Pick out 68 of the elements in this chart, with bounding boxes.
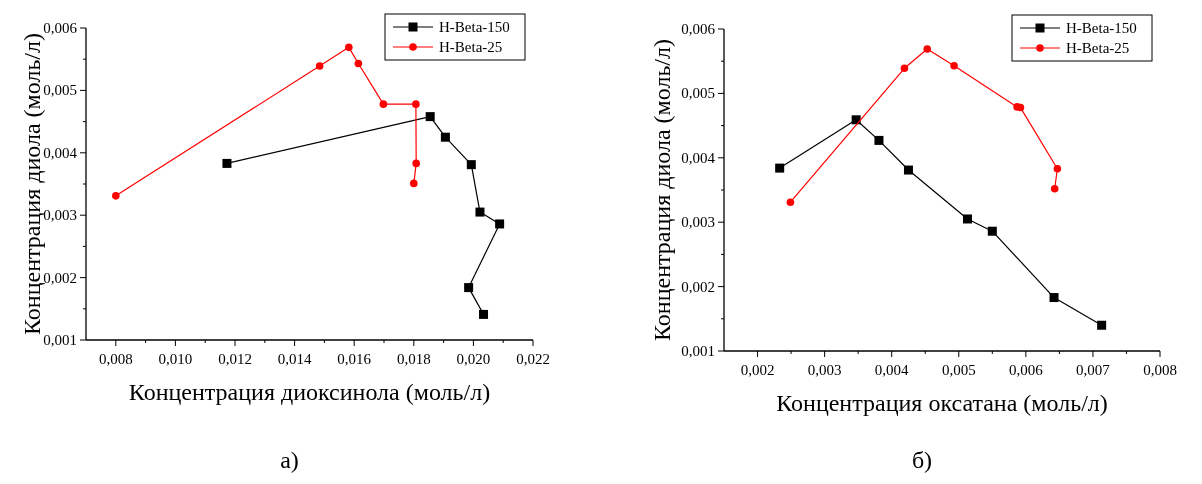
y-axis-title: Концентрация диола (моль/л) — [649, 39, 675, 341]
legend-label: H-Beta-25 — [439, 39, 503, 55]
point — [1053, 164, 1062, 173]
point — [1097, 320, 1107, 330]
point — [464, 283, 474, 293]
x-tick-label: 0,016 — [337, 351, 372, 367]
x-tick-label: 0,020 — [456, 351, 491, 367]
point — [440, 132, 450, 142]
point — [987, 226, 997, 236]
x-tick-label: 0,014 — [277, 351, 312, 367]
y-tick-label: 0,003 — [681, 214, 715, 231]
legend-label: H-Beta-150 — [1066, 20, 1137, 36]
y-tick-label: 0,006 — [43, 20, 78, 36]
point — [775, 163, 785, 173]
legend-label: H-Beta-25 — [1066, 40, 1130, 56]
point — [412, 159, 420, 168]
point — [962, 214, 972, 224]
x-tick-label: 0,005 — [941, 362, 976, 378]
y-tick-label: 0,005 — [681, 85, 715, 102]
point — [495, 219, 505, 229]
legend-label: H-Beta-150 — [439, 19, 510, 35]
point — [1049, 293, 1059, 303]
point — [315, 62, 324, 70]
x-tick-label: 0,010 — [158, 351, 193, 367]
text: б) — [911, 447, 933, 473]
x-tick-label: 0,008 — [1143, 362, 1177, 378]
text: а) — [280, 447, 299, 473]
point — [345, 43, 353, 52]
point — [851, 115, 861, 125]
x-tick-label: 0,002 — [740, 362, 775, 378]
point — [222, 158, 232, 168]
point — [354, 59, 363, 68]
y-tick-label: 0,004 — [43, 144, 78, 161]
point — [874, 135, 884, 145]
x-tick-label: 0,006 — [1008, 362, 1044, 378]
x-tick-label: 0,022 — [516, 351, 550, 367]
y-tick-label: 0,004 — [681, 149, 716, 166]
point — [475, 207, 485, 217]
x-axis-title: Концентрация диоксинола (моль/л) — [128, 379, 491, 405]
point — [923, 45, 932, 53]
point — [410, 179, 418, 188]
x-tick-label: 0,004 — [874, 362, 910, 378]
point — [903, 165, 913, 175]
y-tick-label: 0,006 — [681, 21, 716, 37]
y-tick-label: 0,002 — [43, 269, 77, 286]
point — [950, 61, 958, 70]
y-tick-label: 0,005 — [43, 82, 77, 99]
y-tick-label: 0,001 — [43, 332, 77, 348]
x-tick-label: 0,008 — [98, 351, 133, 367]
y-axis-title: Концентрация диола (моль/л) — [19, 33, 45, 335]
y-tick-label: 0,002 — [681, 278, 715, 295]
point — [786, 198, 795, 207]
x-tick-label: 0,007 — [1076, 362, 1111, 378]
x-axis-title: Концентрация оксатана (моль/л) — [776, 390, 1108, 416]
point — [479, 309, 489, 319]
point — [900, 64, 909, 73]
point — [1050, 184, 1059, 193]
point — [425, 112, 435, 122]
point — [1016, 103, 1025, 112]
x-tick-label: 0,018 — [396, 351, 431, 367]
x-tick-label: 0,012 — [218, 351, 252, 367]
y-tick-label: 0,001 — [681, 343, 715, 359]
point — [112, 192, 120, 200]
point — [466, 160, 476, 170]
y-tick-label: 0,003 — [43, 207, 77, 224]
point — [412, 100, 420, 108]
x-tick-label: 0,003 — [807, 362, 842, 378]
point — [379, 100, 388, 108]
